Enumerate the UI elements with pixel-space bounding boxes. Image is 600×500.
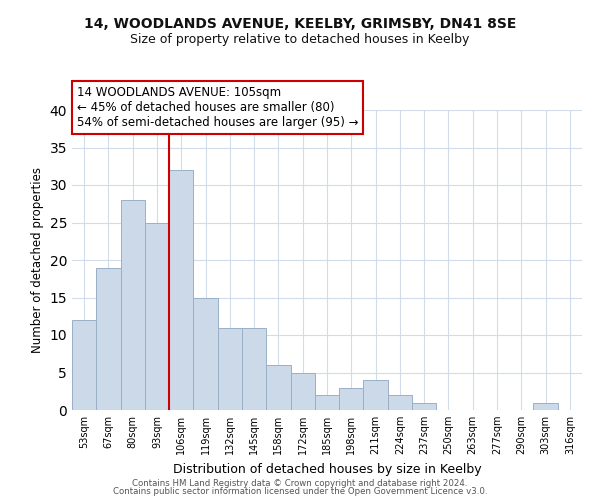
Bar	[339, 388, 364, 410]
Bar	[193, 298, 218, 410]
Bar	[145, 222, 169, 410]
Bar	[169, 170, 193, 410]
Bar	[72, 320, 96, 410]
Bar	[266, 365, 290, 410]
Text: 14 WOODLANDS AVENUE: 105sqm
← 45% of detached houses are smaller (80)
54% of sem: 14 WOODLANDS AVENUE: 105sqm ← 45% of det…	[77, 86, 359, 129]
Bar	[121, 200, 145, 410]
Bar	[218, 328, 242, 410]
Text: 14, WOODLANDS AVENUE, KEELBY, GRIMSBY, DN41 8SE: 14, WOODLANDS AVENUE, KEELBY, GRIMSBY, D…	[84, 18, 516, 32]
Bar	[388, 395, 412, 410]
Bar	[290, 372, 315, 410]
Bar	[96, 268, 121, 410]
Y-axis label: Number of detached properties: Number of detached properties	[31, 167, 44, 353]
Bar	[412, 402, 436, 410]
Bar	[533, 402, 558, 410]
Text: Contains HM Land Registry data © Crown copyright and database right 2024.: Contains HM Land Registry data © Crown c…	[132, 478, 468, 488]
Bar	[315, 395, 339, 410]
Bar	[364, 380, 388, 410]
Text: Size of property relative to detached houses in Keelby: Size of property relative to detached ho…	[130, 32, 470, 46]
Bar	[242, 328, 266, 410]
X-axis label: Distribution of detached houses by size in Keelby: Distribution of detached houses by size …	[173, 462, 481, 475]
Text: Contains public sector information licensed under the Open Government Licence v3: Contains public sector information licen…	[113, 487, 487, 496]
